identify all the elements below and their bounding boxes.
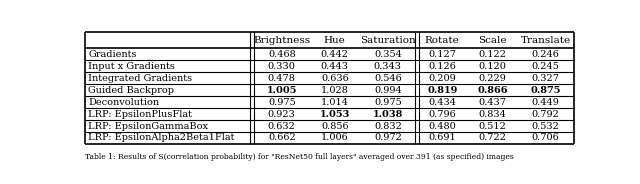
Text: 0.120: 0.120	[479, 62, 506, 71]
Text: 0.437: 0.437	[479, 98, 506, 107]
Text: LRP: EpsilonGammaBox: LRP: EpsilonGammaBox	[88, 121, 209, 130]
Text: 0.122: 0.122	[479, 50, 506, 59]
Text: 0.327: 0.327	[532, 74, 559, 83]
Text: Scale: Scale	[478, 36, 507, 45]
Text: 0.532: 0.532	[532, 121, 559, 130]
Text: 0.127: 0.127	[428, 50, 456, 59]
Text: 0.546: 0.546	[374, 74, 402, 83]
Text: 0.480: 0.480	[428, 121, 456, 130]
Text: 0.343: 0.343	[374, 62, 402, 71]
Text: 0.832: 0.832	[374, 121, 402, 130]
Text: Saturation: Saturation	[360, 36, 416, 45]
Text: 1.005: 1.005	[266, 86, 297, 95]
Text: 0.975: 0.975	[268, 98, 296, 107]
Text: 0.246: 0.246	[532, 50, 559, 59]
Text: 0.691: 0.691	[428, 133, 456, 142]
Text: 0.434: 0.434	[428, 98, 456, 107]
Text: 0.722: 0.722	[479, 133, 506, 142]
Text: 0.449: 0.449	[532, 98, 559, 107]
Text: 0.245: 0.245	[532, 62, 559, 71]
Text: 0.126: 0.126	[428, 62, 456, 71]
Text: LRP: EpsilonAlpha2Beta1Flat: LRP: EpsilonAlpha2Beta1Flat	[88, 133, 235, 142]
Text: Hue: Hue	[324, 36, 346, 45]
Text: 0.468: 0.468	[268, 50, 296, 59]
Text: 0.866: 0.866	[477, 86, 508, 95]
Text: 1.006: 1.006	[321, 133, 349, 142]
Text: LRP: EpsilonPlusFlat: LRP: EpsilonPlusFlat	[88, 110, 193, 119]
Text: Guided Backprop: Guided Backprop	[88, 86, 175, 95]
Text: 0.975: 0.975	[374, 98, 402, 107]
Text: Translate: Translate	[520, 36, 571, 45]
Text: 1.053: 1.053	[319, 110, 350, 119]
Text: 0.792: 0.792	[532, 110, 559, 119]
Text: 0.209: 0.209	[428, 74, 456, 83]
Text: 1.028: 1.028	[321, 86, 349, 95]
Text: 0.994: 0.994	[374, 86, 402, 95]
Text: Rotate: Rotate	[425, 36, 460, 45]
Text: 0.229: 0.229	[479, 74, 506, 83]
Text: 0.819: 0.819	[427, 86, 458, 95]
Text: 0.923: 0.923	[268, 110, 296, 119]
Text: Deconvolution: Deconvolution	[88, 98, 159, 107]
Text: 0.972: 0.972	[374, 133, 402, 142]
Text: 0.632: 0.632	[268, 121, 296, 130]
Text: Input x Gradients: Input x Gradients	[88, 62, 175, 71]
Text: 0.875: 0.875	[531, 86, 561, 95]
Text: 1.038: 1.038	[372, 110, 403, 119]
Text: 1.014: 1.014	[321, 98, 349, 107]
Text: 0.442: 0.442	[321, 50, 349, 59]
Text: 0.856: 0.856	[321, 121, 349, 130]
Text: 0.478: 0.478	[268, 74, 296, 83]
Text: 0.636: 0.636	[321, 74, 349, 83]
Text: Integrated Gradients: Integrated Gradients	[88, 74, 193, 83]
Text: 0.354: 0.354	[374, 50, 402, 59]
Text: 0.512: 0.512	[479, 121, 506, 130]
Text: 0.330: 0.330	[268, 62, 296, 71]
Text: 0.662: 0.662	[268, 133, 296, 142]
Text: Gradients: Gradients	[88, 50, 137, 59]
Text: 0.834: 0.834	[479, 110, 506, 119]
Text: Table 1: Results of S(correlation probability) for "ResNet50 full layers" averag: Table 1: Results of S(correlation probab…	[85, 153, 514, 161]
Text: 0.796: 0.796	[428, 110, 456, 119]
Text: 0.706: 0.706	[532, 133, 559, 142]
Text: Brightness: Brightness	[253, 36, 310, 45]
Text: 0.443: 0.443	[321, 62, 349, 71]
